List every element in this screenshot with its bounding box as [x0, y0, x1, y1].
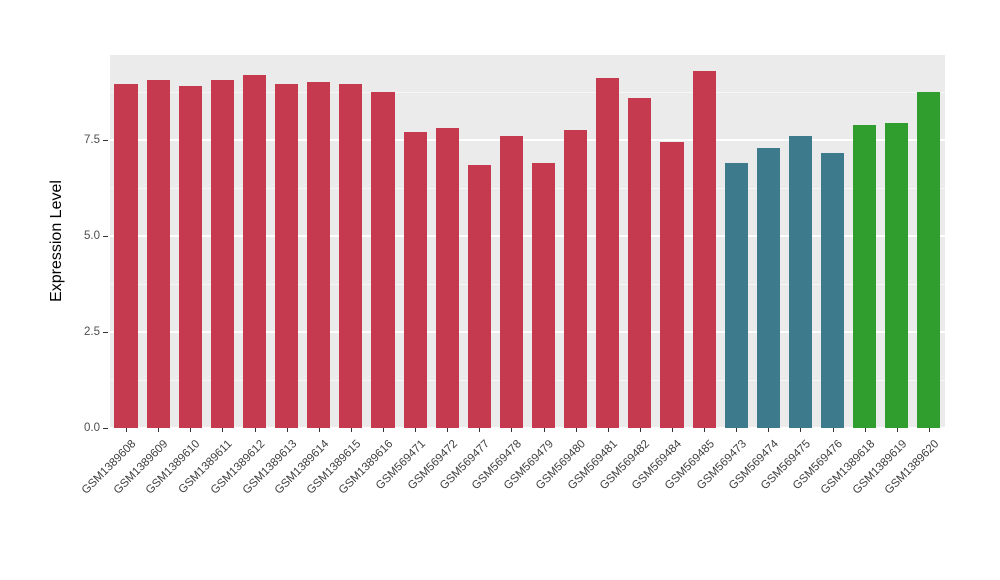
x-tick-mark: [736, 428, 738, 432]
bar: [596, 78, 620, 428]
bar: [788, 136, 813, 428]
x-tick-mark: [254, 428, 256, 432]
bar: [275, 84, 299, 428]
bar: [242, 74, 267, 428]
bar: [853, 124, 877, 428]
x-tick-mark: [607, 428, 609, 432]
bar: [178, 86, 202, 428]
y-tick-mark: [103, 331, 108, 333]
y-tick-mark: [103, 428, 108, 429]
bar: [499, 136, 523, 428]
x-tick-mark: [286, 428, 288, 432]
major-gridline: [110, 139, 945, 141]
x-tick-mark: [382, 428, 384, 432]
bar: [146, 80, 170, 428]
bar: [339, 84, 363, 428]
bar: [692, 70, 716, 428]
bar: [885, 122, 909, 428]
x-tick-mark: [768, 428, 770, 432]
y-tick-label: 2.5: [84, 325, 100, 338]
x-tick-mark: [318, 428, 320, 432]
x-tick-mark: [511, 428, 513, 432]
x-tick-mark: [447, 428, 449, 432]
minor-gridline: [110, 283, 945, 285]
bar: [531, 162, 556, 428]
major-gridline: [110, 427, 945, 429]
bar: [821, 153, 845, 428]
x-tick-mark: [639, 428, 641, 432]
x-tick-mark: [126, 428, 128, 432]
y-tick-label: 7.5: [84, 133, 100, 146]
bar: [467, 164, 491, 428]
y-tick-mark: [103, 139, 108, 141]
x-tick-mark: [575, 428, 577, 432]
x-tick-mark: [704, 428, 706, 432]
y-tick-label: 0.0: [84, 422, 100, 434]
x-tick-mark: [928, 428, 930, 432]
x-tick-label-text: GSM1389608: [79, 438, 139, 497]
bar: [917, 91, 941, 428]
y-tick-mark: [103, 235, 108, 237]
major-gridline: [110, 235, 945, 237]
bar: [660, 141, 684, 428]
x-tick-mark: [158, 428, 160, 432]
plot-panel: [110, 55, 945, 429]
bar: [435, 128, 459, 428]
x-tick-mark: [672, 428, 674, 432]
major-gridline: [110, 331, 945, 333]
minor-gridline: [110, 91, 945, 93]
bar: [114, 84, 138, 428]
bar: [403, 132, 427, 428]
bar: [307, 82, 331, 428]
bar: [756, 147, 780, 428]
minor-gridline: [110, 187, 945, 189]
bar: [564, 130, 588, 428]
bar: [724, 162, 748, 428]
x-tick-mark: [896, 428, 898, 432]
bar: [371, 91, 395, 428]
x-tick-mark: [800, 428, 802, 432]
x-tick-mark: [543, 428, 545, 432]
x-tick-mark: [832, 428, 834, 432]
x-tick-mark: [864, 428, 866, 432]
y-tick-label: 5.0: [84, 229, 100, 242]
x-tick-mark: [479, 428, 481, 432]
x-tick-mark: [190, 428, 192, 432]
x-tick-mark: [222, 428, 224, 432]
bar: [628, 97, 652, 428]
x-tick-mark: [350, 428, 352, 432]
bar: [210, 80, 234, 428]
x-tick-mark: [415, 428, 417, 432]
minor-gridline: [110, 379, 945, 381]
